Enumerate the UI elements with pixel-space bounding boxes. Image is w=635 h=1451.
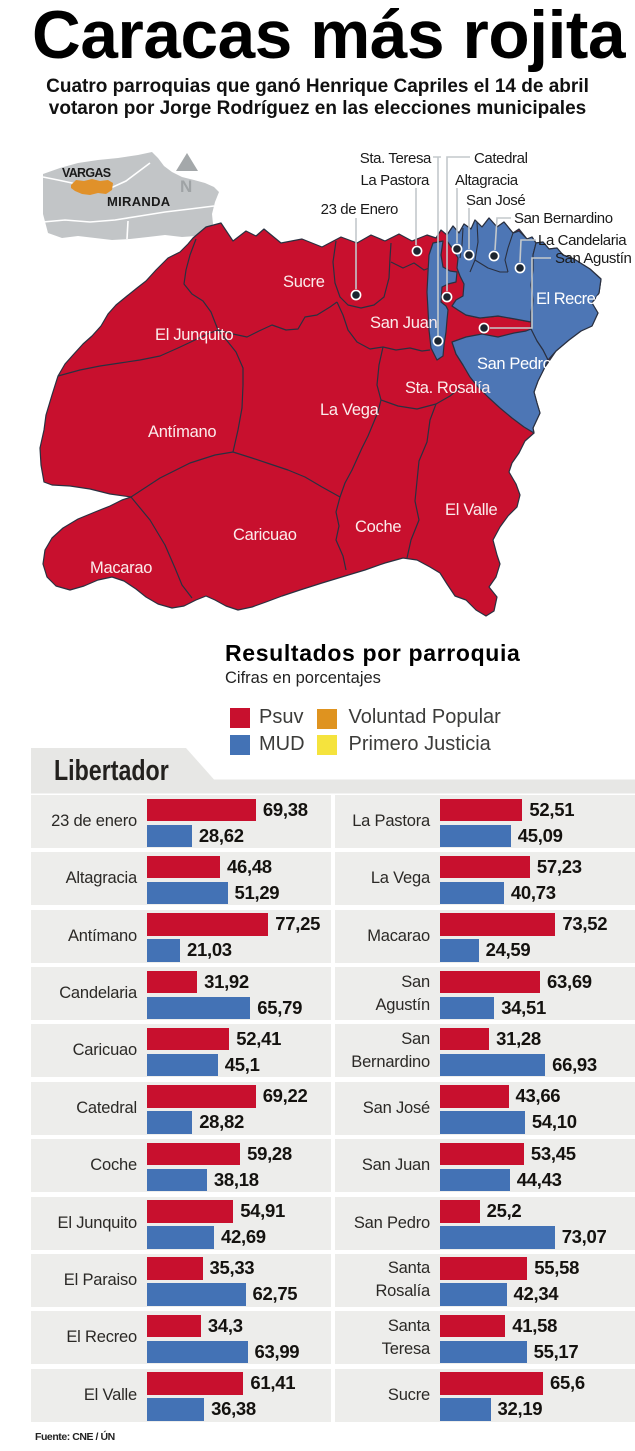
svg-text:Sta. Rosalía: Sta. Rosalía: [405, 379, 491, 397]
svg-text:Catedral: Catedral: [474, 150, 528, 167]
svg-text:San Juan: San Juan: [370, 314, 437, 332]
svg-text:El Valle: El Valle: [445, 501, 497, 519]
svg-text:Caricuao: Caricuao: [233, 526, 297, 544]
svg-text:MIRANDA: MIRANDA: [107, 194, 171, 209]
svg-text:San José: San José: [466, 192, 525, 209]
svg-text:La Candelaria: La Candelaria: [538, 232, 627, 249]
svg-text:Sta. Teresa: Sta. Teresa: [360, 150, 432, 167]
svg-text:San Bernardino: San Bernardino: [514, 210, 613, 227]
svg-text:Sucre: Sucre: [283, 273, 325, 291]
svg-text:N: N: [180, 177, 192, 196]
svg-text:La Pastora: La Pastora: [360, 172, 430, 189]
svg-text:San Pedro: San Pedro: [477, 355, 552, 373]
svg-text:El Junquito: El Junquito: [155, 326, 233, 344]
svg-text:Coche: Coche: [355, 518, 401, 536]
svg-text:La Vega: La Vega: [320, 401, 380, 419]
svg-text:Antímano: Antímano: [148, 423, 216, 441]
svg-text:El Recreo: El Recreo: [536, 290, 604, 308]
svg-text:23 de Enero: 23 de Enero: [321, 201, 398, 218]
svg-text:Altagracia: Altagracia: [455, 172, 519, 189]
svg-text:VARGAS: VARGAS: [62, 166, 111, 180]
svg-text:Macarao: Macarao: [90, 559, 152, 577]
svg-text:San Agustín: San Agustín: [555, 250, 632, 267]
